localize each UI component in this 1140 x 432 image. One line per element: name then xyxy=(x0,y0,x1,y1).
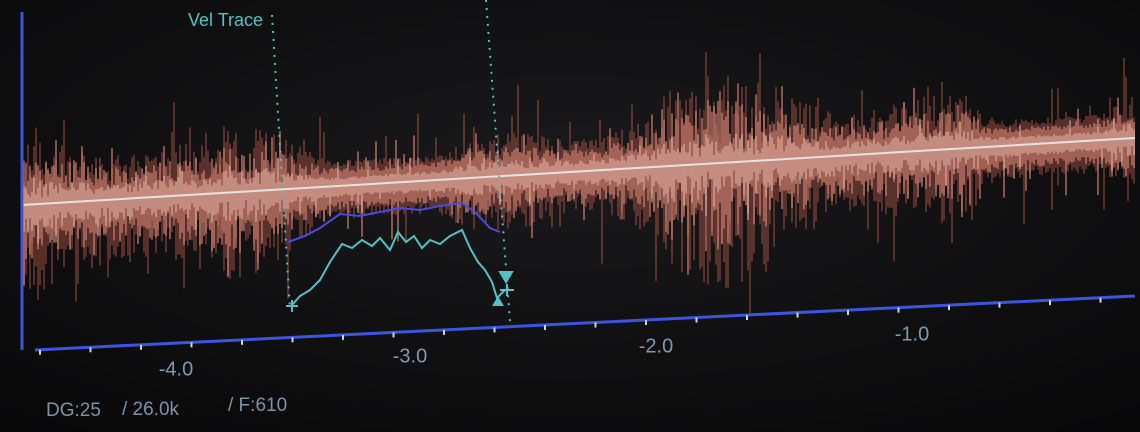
axis-label: -2.0 xyxy=(639,335,673,357)
axis-label: -1.0 xyxy=(895,323,929,345)
trace-label: Vel Trace xyxy=(188,10,263,30)
axis-label: -3.0 xyxy=(393,345,427,367)
status-text: / F:610 xyxy=(228,395,287,416)
doppler-screen: Vel Trace -4.0 -3.0 -2.0 -1.0 DG:25 / 26… xyxy=(0,0,1140,432)
page: Vel Trace -4.0 -3.0 -2.0 -1.0 DG:25 / 26… xyxy=(0,0,1140,432)
axis-label: -4.0 xyxy=(159,358,193,380)
status-text: DG:25 xyxy=(46,400,101,421)
status-text: / 26.0k xyxy=(122,399,180,420)
